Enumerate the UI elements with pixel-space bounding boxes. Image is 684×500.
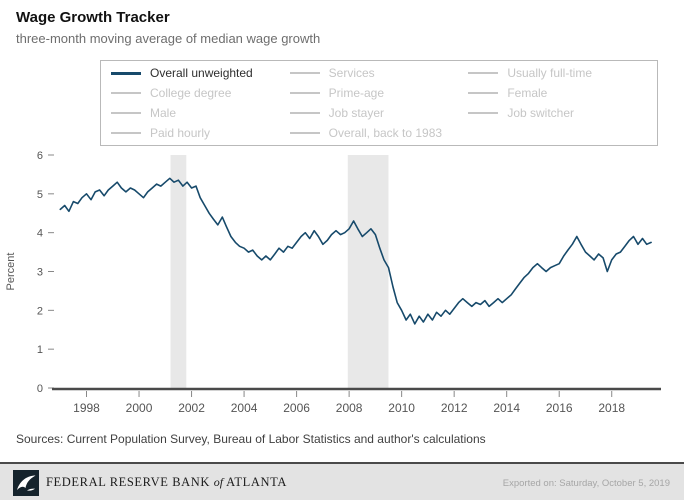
legend-item-female[interactable]: Female: [468, 84, 647, 103]
legend-label: College degree: [150, 86, 232, 100]
legend-item-usually-full-time[interactable]: Usually full-time: [468, 64, 647, 83]
legend-line-swatch: [111, 71, 141, 75]
legend-item-college-degree[interactable]: College degree: [111, 84, 290, 103]
svg-text:2016: 2016: [546, 401, 573, 415]
legend-item-paid-hourly[interactable]: Paid hourly: [111, 124, 290, 143]
legend-line-swatch: [111, 112, 141, 114]
svg-text:Percent: Percent: [5, 253, 17, 291]
page-subtitle: three-month moving average of median wag…: [16, 31, 321, 46]
footer-city-text: ATLANTA: [226, 475, 287, 489]
legend-label: Male: [150, 106, 177, 120]
svg-text:2002: 2002: [178, 401, 205, 415]
legend-label: Paid hourly: [150, 126, 211, 140]
legend-item-overall-unweighted[interactable]: Overall unweighted: [111, 64, 290, 83]
svg-text:3: 3: [37, 267, 43, 279]
svg-text:2006: 2006: [283, 401, 310, 415]
legend-line-swatch: [468, 72, 499, 74]
legend-label: Prime-age: [328, 86, 385, 100]
svg-text:4: 4: [37, 228, 43, 240]
legend-line-swatch: [111, 92, 141, 94]
legend-item-job-switcher[interactable]: Job switcher: [468, 104, 647, 123]
svg-text:6: 6: [37, 150, 43, 162]
legend-item-prime-age[interactable]: Prime-age: [289, 84, 469, 103]
svg-text:2000: 2000: [126, 401, 153, 415]
svg-text:2014: 2014: [493, 401, 520, 415]
legend-line-swatch: [111, 132, 141, 134]
svg-text:2008: 2008: [336, 401, 363, 415]
svg-text:2010: 2010: [388, 401, 415, 415]
legend-label: Job stayer: [328, 106, 385, 120]
legend-line-swatch: [468, 112, 499, 114]
svg-text:2018: 2018: [598, 401, 625, 415]
svg-text:0: 0: [37, 383, 43, 395]
atlanta-fed-logo: [13, 470, 39, 496]
legend-line-swatch: [289, 112, 320, 114]
legend-label: Overall, back to 1983: [328, 126, 443, 140]
legend-item-services[interactable]: Services: [289, 64, 469, 83]
legend-item-job-stayer[interactable]: Job stayer: [289, 104, 469, 123]
sources-note: Sources: Current Population Survey, Bure…: [16, 432, 486, 446]
wage-growth-chart: 0 1 2 3 4 5 6 1998 2000 2002 2004 2006 2008 2010 2012 2…: [5, 150, 661, 415]
svg-text:1998: 1998: [73, 401, 100, 415]
legend-label: Overall unweighted: [150, 66, 253, 80]
legend-line-swatch: [468, 92, 499, 94]
export-date: Exported on: Saturday, October 5, 2019: [502, 478, 670, 489]
legend-line-swatch: [289, 92, 320, 94]
svg-text:2: 2: [37, 305, 43, 317]
svg-text:2004: 2004: [231, 401, 258, 415]
svg-text:5: 5: [37, 189, 43, 201]
legend-label: Female: [507, 86, 548, 100]
footer-bank-text: FEDERAL RESERVE BANK: [46, 475, 211, 489]
legend-label: Job switcher: [507, 106, 575, 120]
footer-bank-name: FEDERAL RESERVE BANK of ATLANTA: [46, 475, 287, 490]
legend-label: Services: [328, 66, 375, 80]
legend-item-male[interactable]: Male: [111, 104, 290, 123]
legend-line-swatch: [289, 132, 320, 134]
footer-of-text: of: [213, 475, 224, 489]
legend-item-overall-back-to-1983[interactable]: Overall, back to 1983: [289, 124, 469, 143]
chart-legend: Overall unweighted Services Usually full-t…: [100, 60, 658, 146]
svg-text:2012: 2012: [441, 401, 468, 415]
page-title: Wage Growth Tracker: [16, 9, 170, 26]
footer-bar: FEDERAL RESERVE BANK of ATLANTA Exported…: [0, 462, 684, 500]
svg-text:1: 1: [37, 344, 43, 356]
legend-line-swatch: [289, 72, 320, 74]
legend-label: Usually full-time: [507, 66, 593, 80]
